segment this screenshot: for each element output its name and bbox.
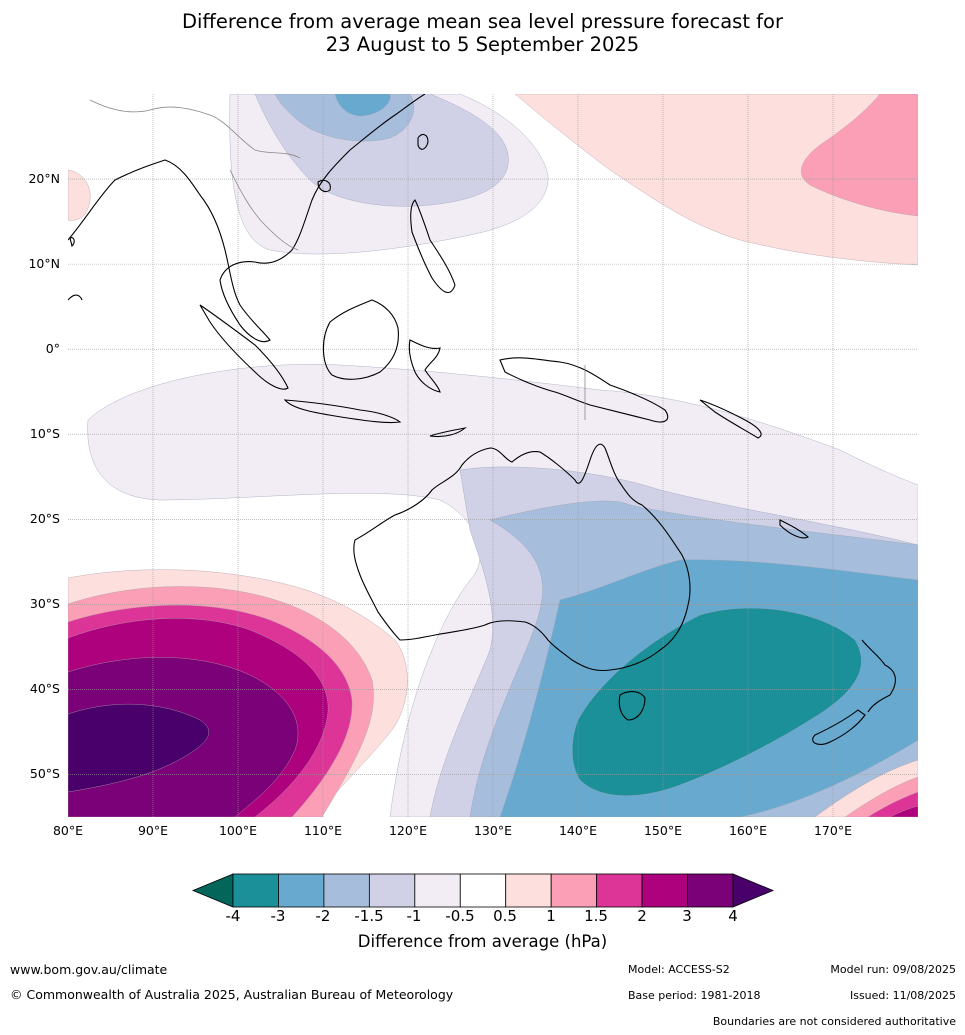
lon-label-130e: 130°E xyxy=(473,823,512,838)
coastline-taiwan xyxy=(417,133,429,150)
colorbar-segment-2 xyxy=(323,873,370,908)
negative-anomaly-south-china-sea xyxy=(229,94,549,255)
lat-label-10s: 10°S xyxy=(29,426,60,441)
colorbar-label-0.5: 0.5 xyxy=(493,907,517,925)
lat-label-10n: 10°N xyxy=(28,256,60,271)
lon-label-110e: 110°E xyxy=(303,823,342,838)
colorbar-label--1.5: -1.5 xyxy=(354,907,384,925)
colorbar-segment-5 xyxy=(459,873,507,908)
colorbar-segment-3 xyxy=(368,873,416,908)
coastline-timor xyxy=(429,427,467,438)
colorbar-segment-7 xyxy=(550,873,598,908)
lon-label-120e: 120°E xyxy=(388,823,427,838)
lon-label-140e: 140°E xyxy=(558,823,597,838)
colorbar-segment-6 xyxy=(505,873,552,908)
lat-label-50s: 50°S xyxy=(29,766,60,781)
coastline-sri-lanka xyxy=(69,237,75,248)
lat-label-20s: 20°S xyxy=(29,511,60,526)
colorbar-title: Difference from average (hPa) xyxy=(357,932,608,951)
colorbar-extend-low xyxy=(191,873,234,908)
negative-anomaly-tasman-sea xyxy=(87,364,918,817)
footer-issued: Issued: 11/08/2025 xyxy=(849,989,956,1002)
positive-anomaly-north-pacific xyxy=(514,94,918,266)
lat-label-40s: 40°S xyxy=(29,681,60,696)
positive-anomaly-southern-indian-ocean xyxy=(68,569,408,817)
lat-label-0: 0° xyxy=(45,341,60,356)
colorbar-segment-4 xyxy=(414,873,461,908)
footer-disclaimer: Boundaries are not considered authoritat… xyxy=(712,1015,956,1028)
lon-label-80e: 80°E xyxy=(52,823,84,838)
colorbar-segment-0 xyxy=(232,873,279,908)
coastline-borneo xyxy=(322,299,399,380)
coastline-sulawesi xyxy=(408,339,441,393)
footer-url: www.bom.gov.au/climate xyxy=(10,962,168,977)
colorbar-label--3: -3 xyxy=(270,907,286,925)
footer-base-period: Base period: 1981-2018 xyxy=(628,989,761,1002)
title-line-1: Difference from average mean sea level p… xyxy=(182,10,783,33)
colorbar-label--0.5: -0.5 xyxy=(445,907,475,925)
colorbar-label-1.5: 1.5 xyxy=(584,907,608,925)
lon-label-90e: 90°E xyxy=(137,823,169,838)
coastline-tasmania xyxy=(618,691,646,721)
map-frame xyxy=(68,94,918,817)
footer-model: Model: ACCESS-S2 xyxy=(628,963,730,976)
lon-label-100e: 100°E xyxy=(218,823,257,838)
colorbar-segment-9 xyxy=(641,873,688,908)
lon-label-160e: 160°E xyxy=(728,823,767,838)
coastline-asia-mainland xyxy=(68,94,426,343)
country-borders xyxy=(89,99,586,420)
map-gridlines xyxy=(68,94,918,817)
lon-label-150e: 150°E xyxy=(643,823,682,838)
coastline-philippines xyxy=(410,199,456,294)
lat-label-30s: 30°S xyxy=(29,596,60,611)
lat-label-20n: 20°N xyxy=(28,171,60,186)
colorbar xyxy=(191,873,775,908)
coastline-new-zealand-north xyxy=(861,639,896,713)
colorbar-label-3: 3 xyxy=(682,907,692,925)
colorbar-segment-8 xyxy=(596,873,643,908)
coastline-australia xyxy=(353,443,691,672)
colorbar-label-4: 4 xyxy=(728,907,738,925)
footer-copyright: © Commonwealth of Australia 2025, Austra… xyxy=(10,987,454,1002)
coastline-india-west xyxy=(68,294,83,301)
coastline-hainan xyxy=(317,179,331,193)
title-line-2: 23 August to 5 September 2025 xyxy=(325,33,640,56)
coastline-java xyxy=(283,399,402,424)
colorbar-label-1: 1 xyxy=(546,907,556,925)
colorbar-extend-high xyxy=(732,873,775,908)
colorbar-label--2: -2 xyxy=(315,907,331,925)
colorbar-label-2: 2 xyxy=(637,907,647,925)
coastline-new-zealand-south xyxy=(812,709,866,745)
coastlines xyxy=(68,94,896,745)
colorbar-segment-1 xyxy=(278,873,325,908)
footer-model-run: Model run: 09/08/2025 xyxy=(830,963,956,976)
colorbar-segment-10 xyxy=(687,873,734,908)
colorbar-label--4: -4 xyxy=(225,907,241,925)
coastline-new-caledonia xyxy=(779,519,809,539)
chart-title: Difference from average mean sea level p… xyxy=(0,10,965,56)
coastline-solomon-islands xyxy=(699,399,762,439)
lon-label-170e: 170°E xyxy=(813,823,852,838)
coastline-new-guinea xyxy=(499,357,669,423)
colorbar-label--1: -1 xyxy=(406,907,422,925)
positive-patch-west-edge xyxy=(68,169,91,221)
coastline-sumatra xyxy=(199,304,289,390)
